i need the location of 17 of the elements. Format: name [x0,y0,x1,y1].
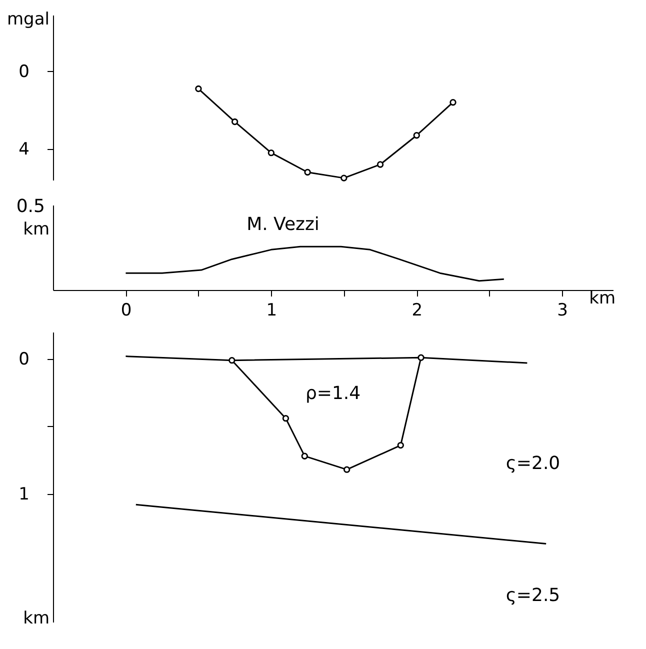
x-axis-title: km [589,288,616,308]
x-tick-label: 2 [412,300,423,320]
x-tick-label: 1 [266,300,278,320]
annotation: ς=2.5 [506,585,560,606]
text: M. Vezzi [246,214,320,235]
y-tick-label: 0 [18,349,30,370]
x-tick-label: 0 [120,300,132,320]
y-tick-label: 0 [18,62,30,82]
y-axis-title: km [23,608,50,628]
y-axis-title: mgal [7,10,50,30]
annotation: ς=2.0 [506,453,560,474]
x-tick-label: 3 [557,300,568,320]
text: 0.5 [16,196,45,217]
y-tick-label: 1 [18,484,30,504]
y-axis-title: km [23,220,50,240]
annotation: ρ=1.4 [305,383,361,404]
y-tick-label: 4 [18,139,30,160]
